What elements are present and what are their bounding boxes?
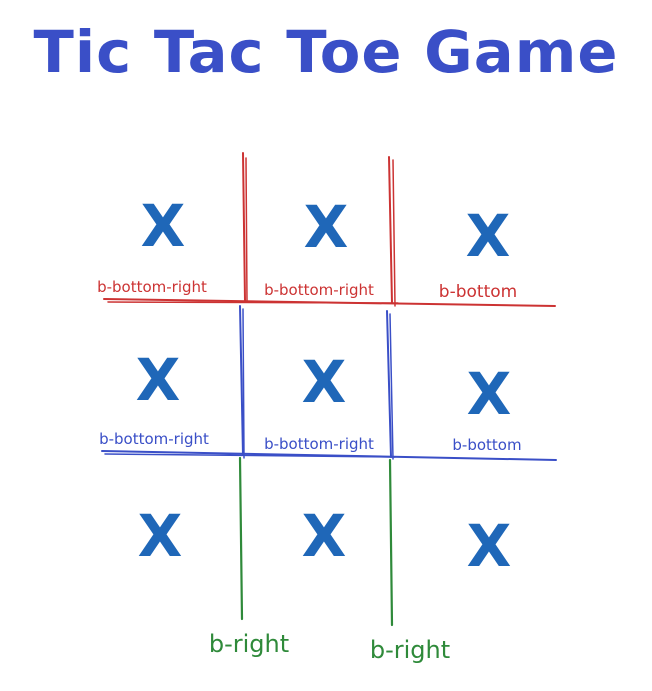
cell-2-border-label: b-bottom-right (264, 281, 374, 299)
cell-6-border-label: b-bottom (452, 436, 521, 454)
cell-3-mark: X (466, 202, 511, 270)
cell-7-mark: X (138, 502, 183, 570)
row-2-col-2-right-border (386, 310, 392, 458)
cell-5-border-label: b-bottom-right (264, 435, 374, 453)
row-2-dividers (101, 305, 557, 461)
row-1-dividers (103, 152, 556, 307)
col-1-right-border-label: b-right (209, 630, 289, 658)
cell-6-mark: X (467, 360, 512, 428)
row-2-col-1-right-border (239, 305, 244, 456)
cell-3-border-label: b-bottom (439, 282, 517, 302)
row-3-col-1-right-border (238, 456, 244, 621)
row-3-dividers (238, 456, 394, 627)
row-1-col-2-right-border-sketch (392, 159, 396, 307)
cell-1-border-label: b-bottom-right (97, 278, 207, 296)
cell-4-mark: X (136, 346, 181, 414)
row-2-bottom-border-sketch (104, 453, 396, 458)
row-1-col-1-right-border-sketch (245, 157, 248, 303)
border-labels: b-bottom-right b-bottom-right b-bottom b… (97, 278, 522, 664)
row-2-bottom-border (101, 450, 557, 461)
row-1-col-1-right-border (242, 152, 246, 302)
cell-1-mark: X (141, 192, 186, 260)
row-2-col-1-right-border-sketch (242, 308, 245, 459)
marks: X X X X X X X X X (136, 192, 512, 580)
row-1-col-2-right-border (388, 156, 393, 304)
row-1-bottom-border-sketch (107, 301, 399, 304)
cell-2-mark: X (304, 193, 349, 261)
col-2-right-border-label: b-right (370, 636, 450, 664)
cell-5-mark: X (302, 348, 347, 416)
row-2-col-2-right-border-sketch (389, 313, 394, 460)
cell-8-mark: X (302, 502, 347, 570)
row-3-col-2-right-border (388, 458, 394, 627)
cell-9-mark: X (467, 512, 512, 580)
page-title: Tic Tac Toe Game (33, 18, 619, 86)
cell-4-border-label: b-bottom-right (99, 430, 209, 448)
